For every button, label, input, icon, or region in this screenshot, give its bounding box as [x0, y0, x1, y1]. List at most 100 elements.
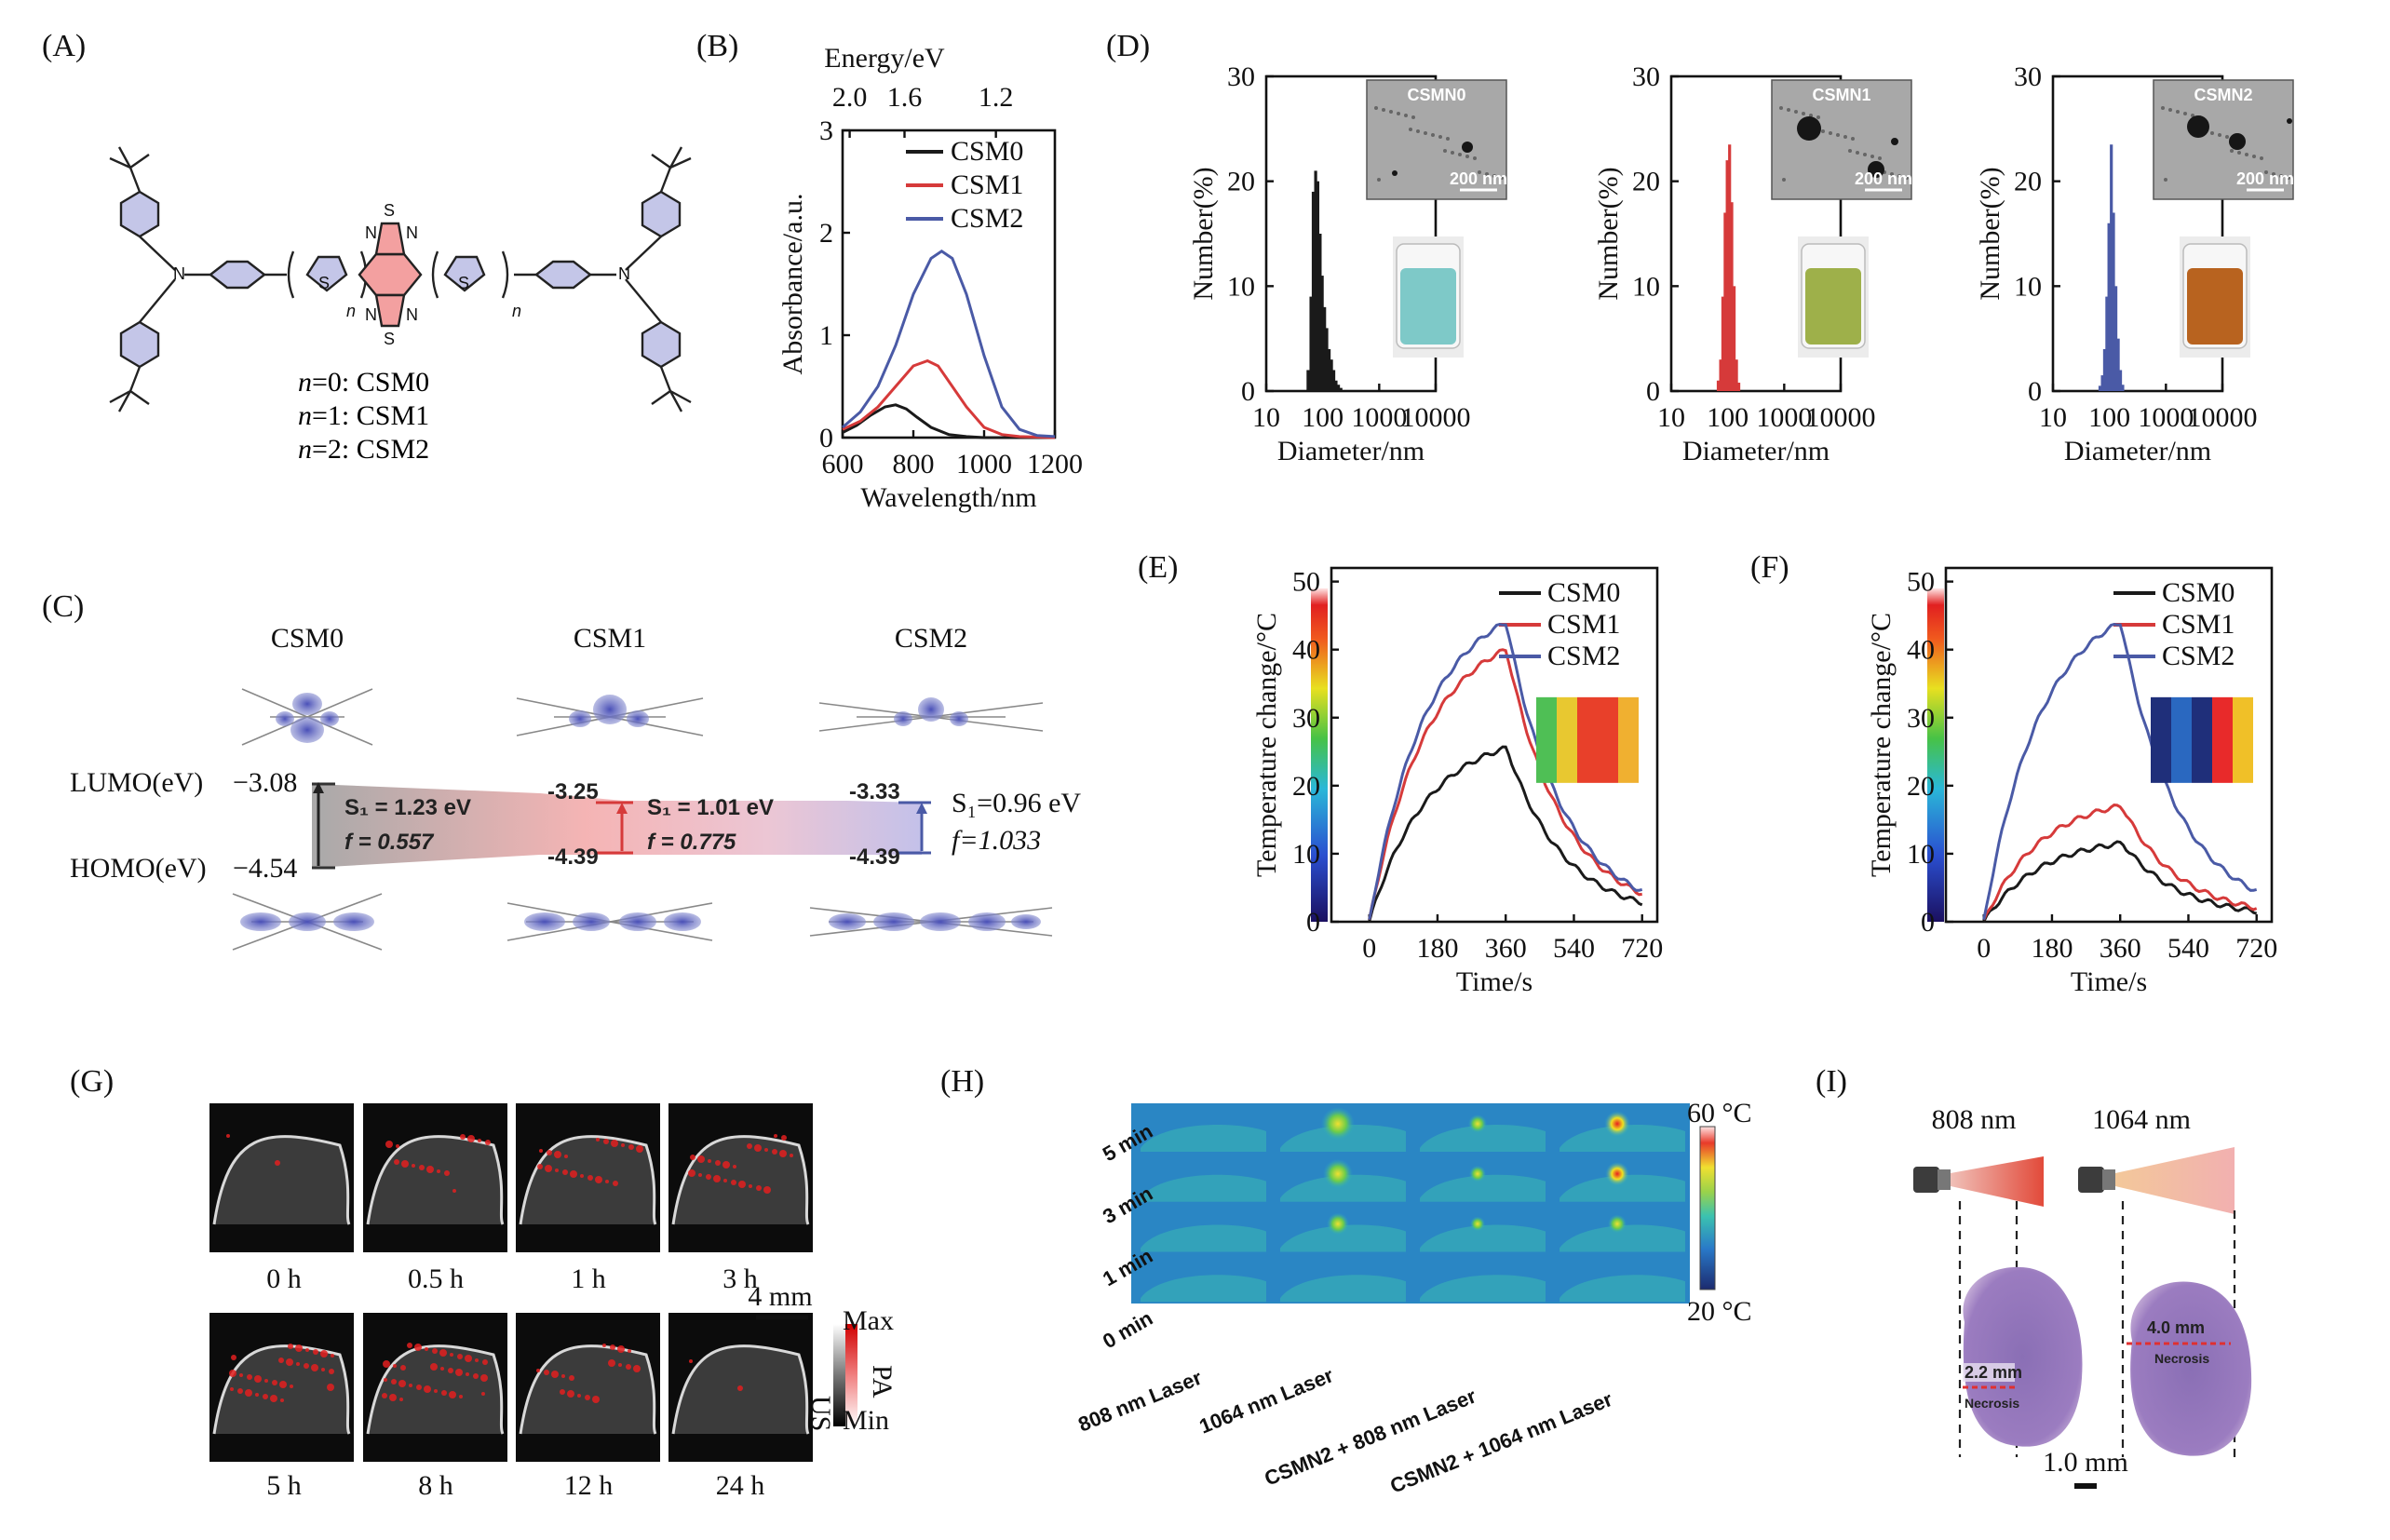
plot-frame	[1669, 74, 1843, 393]
csm2-s1: S₁=0.96 eV	[952, 788, 1081, 818]
legend-n-2: n	[298, 434, 312, 465]
csm2-title: CSM2	[895, 623, 967, 654]
bar	[1314, 170, 1317, 391]
tem-speckle	[2264, 170, 2268, 174]
tem-image	[1366, 79, 1507, 200]
pa-signal	[561, 1374, 565, 1378]
bar	[1336, 385, 1341, 391]
mouse-silhouette	[1280, 1174, 1406, 1202]
pa-image-grid	[209, 1103, 813, 1462]
panel-e: (E) 0 180 360 540 720 0 10 20 30 40 50 Time/s Temper…	[1138, 550, 1663, 997]
thermal-inset-strip	[2151, 696, 2171, 783]
tem-particle	[2287, 118, 2292, 124]
g-scale-label: 4 mm	[748, 1281, 812, 1312]
tem-speckle	[1443, 149, 1447, 153]
pa-signal	[790, 1154, 793, 1157]
tem-speckle	[2210, 131, 2214, 135]
mouse-silhouette	[1141, 1275, 1266, 1303]
csm1-homo-value: -4.39	[547, 844, 599, 870]
tem-speckle	[1848, 149, 1852, 153]
bar	[1736, 382, 1741, 391]
plot-frame	[1944, 566, 2274, 924]
panel-b-label: (B)	[696, 29, 738, 63]
bar	[1735, 359, 1738, 391]
pa-signal	[401, 1160, 409, 1168]
depth-808: 2.2 mm	[1965, 1363, 2022, 1382]
y-axis-title: Number(%)	[1593, 167, 1624, 300]
tem-speckle	[2260, 156, 2263, 160]
pa-signal	[467, 1135, 475, 1142]
x-tick-label: 10000	[2188, 402, 2258, 433]
tem-speckle	[1416, 129, 1420, 133]
x-tick-label: 10	[1252, 402, 1280, 433]
x-tick-label: 540	[2167, 933, 2209, 964]
us-colorbar	[833, 1324, 845, 1426]
bar	[1331, 370, 1336, 391]
y-tick-label: 30	[1907, 703, 1935, 734]
energy-axis-title: Energy/eV	[824, 43, 945, 74]
panel-f: (F) 0 180 360 540 720 0 10 20 30 40 50 Time/s Temper…	[1750, 550, 2277, 997]
time-24h: 24 h	[716, 1470, 765, 1501]
absorbance-chart: 600 800 1000 1200 0 1 2 32.0 1.6 1.2 Wavelength/nm…	[777, 82, 1083, 513]
y-tick-label: 20	[1292, 771, 1320, 802]
mouse-silhouette	[1280, 1224, 1406, 1252]
heat-colorbar	[1927, 588, 1944, 922]
tem-sample-label: CSMN1	[1812, 86, 1870, 104]
pa-signal	[596, 1138, 600, 1141]
plot-frame	[1264, 74, 1438, 393]
svg-text:N: N	[365, 223, 377, 242]
pa-signal	[441, 1390, 447, 1396]
bar	[1728, 144, 1732, 391]
tumor-outline	[212, 1135, 351, 1225]
heat-colorbar	[1311, 588, 1328, 922]
tem-speckle	[2161, 106, 2165, 110]
pa-signal	[304, 1363, 309, 1369]
bar	[2100, 375, 2104, 391]
y-tick-label: 50	[1292, 567, 1320, 598]
bar	[1721, 296, 1725, 391]
bar	[1725, 160, 1729, 391]
tem-speckle	[1851, 137, 1855, 141]
legend-csm2: CSM2	[1547, 641, 1620, 671]
pa-signal	[544, 1370, 549, 1375]
svg-text:N: N	[406, 223, 418, 242]
bar	[1311, 191, 1316, 391]
bar	[1325, 328, 1329, 391]
pa-signal	[245, 1389, 252, 1397]
thermal-inset-strip	[1536, 696, 1557, 783]
pa-signal	[466, 1372, 469, 1376]
pa-signal	[400, 1365, 406, 1371]
pa-signal	[450, 1353, 453, 1357]
cb-us: US	[805, 1396, 836, 1431]
pa-signal	[439, 1349, 447, 1357]
pa-signal	[628, 1349, 631, 1353]
bar	[1323, 306, 1327, 391]
y-tick-label: 30	[1227, 61, 1255, 92]
tem-speckle	[2164, 178, 2167, 182]
pa-signal	[706, 1174, 711, 1180]
x-tick-label: 1000	[1756, 402, 1812, 433]
cb-min: Min	[843, 1405, 889, 1436]
svg-text:N: N	[365, 305, 377, 324]
y-tick-label: 2	[819, 218, 833, 249]
panel-d: (D) 10 100 1000100000102030Diameter/nmNumb…	[1106, 29, 2294, 466]
y-tick-label: 0	[1921, 907, 1935, 938]
size-chart-csmn0: 10 100 1000100000102030Diameter/nmNumber(%…	[1188, 61, 1507, 466]
tem-speckle	[1404, 114, 1408, 117]
x-axis-title: Diameter/nm	[2064, 436, 2211, 466]
bar	[2102, 348, 2107, 391]
bar	[1716, 380, 1721, 391]
pa-signal	[384, 1378, 387, 1382]
y-tick-label: 3	[819, 115, 833, 146]
pa-signal	[475, 1358, 479, 1362]
x-tick-label: 180	[1416, 933, 1458, 964]
pa-signal	[608, 1359, 615, 1367]
pa-signal	[296, 1362, 300, 1366]
pa-signal	[231, 1355, 236, 1360]
mouse-silhouette	[1420, 1125, 1546, 1152]
tem-speckle	[2168, 108, 2172, 112]
pa-signal	[547, 1150, 552, 1155]
panel-e-label: (E)	[1138, 550, 1178, 585]
y-tick-label: 0	[1646, 376, 1660, 407]
pa-signal	[295, 1344, 303, 1352]
